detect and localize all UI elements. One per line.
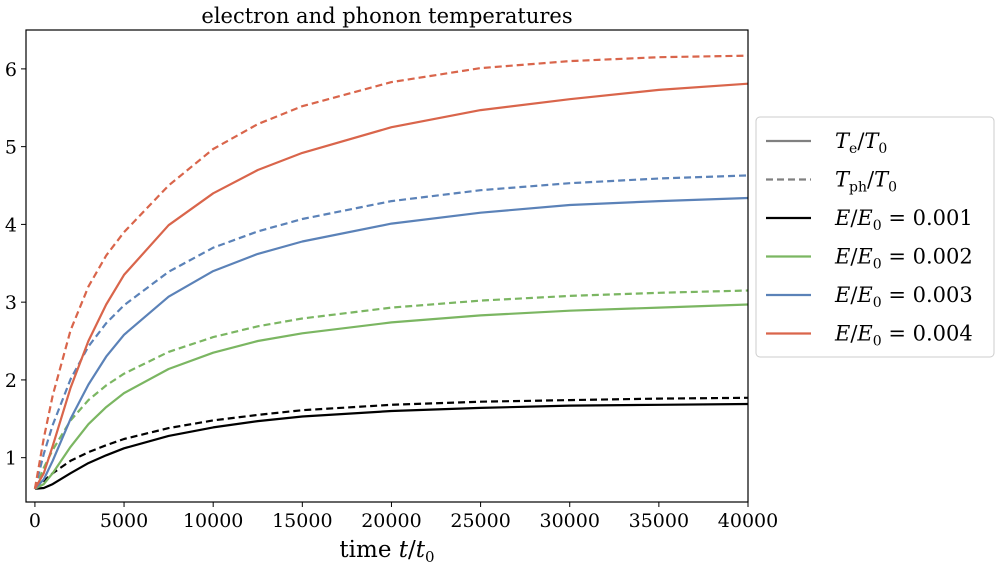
x-tick-label: 0 bbox=[29, 510, 41, 532]
legend: Te/T0 Tph/T0 E/E0 = 0.001 E/E0 = 0.002 E/E0 … bbox=[755, 116, 995, 358]
x-axis-label: time t/t0 bbox=[339, 537, 434, 566]
series-line-00001-te bbox=[34, 402, 749, 490]
y-tick-label: 3 bbox=[5, 292, 17, 314]
legend-box bbox=[755, 116, 995, 358]
series-line-00002-tph bbox=[33, 289, 749, 490]
x-tick-label: 20000 bbox=[361, 510, 421, 532]
y-tick-label: 6 bbox=[5, 59, 17, 81]
series-line-00003-te bbox=[34, 196, 749, 490]
x-tick-label: 15000 bbox=[272, 510, 332, 532]
x-tick-label: 5000 bbox=[100, 510, 148, 532]
x-tick-label: 40000 bbox=[718, 510, 778, 532]
plot-frame bbox=[25, 29, 749, 503]
x-axis-label-group: time t/t0 bbox=[339, 537, 434, 566]
x-tick-label: 25000 bbox=[450, 510, 510, 532]
legend-label: Tph/T0 bbox=[835, 168, 897, 196]
legend-label: E/E0 = 0.002 bbox=[834, 245, 973, 273]
series-line-00004-te bbox=[33, 82, 749, 490]
x-tick-label: 10000 bbox=[183, 510, 243, 532]
series-group bbox=[33, 54, 749, 490]
legend-label: E/E0 = 0.004 bbox=[834, 322, 973, 350]
chart-title: electron and phonon temperatures bbox=[201, 4, 572, 28]
legend-label: E/E0 = 0.001 bbox=[834, 206, 973, 234]
series-line-00002-te bbox=[34, 303, 749, 490]
chart-title-group: electron and phonon temperatures bbox=[201, 4, 572, 28]
y-tick-label: 1 bbox=[5, 448, 17, 470]
x-tick-label: 30000 bbox=[540, 510, 600, 532]
y-tick-label: 4 bbox=[5, 214, 17, 236]
y-tick-label: 2 bbox=[5, 370, 17, 392]
x-tick-label: 35000 bbox=[629, 510, 689, 532]
y-tick-label: 5 bbox=[5, 137, 17, 159]
series-line-00003-tph bbox=[33, 174, 749, 490]
axes-group: 0 5000 10000 15000 20000 25000 30000 35000 40000… bbox=[5, 29, 778, 532]
series-line-00001-tph bbox=[34, 396, 749, 490]
legend-label: Te/T0 bbox=[835, 129, 887, 157]
series-line-00004-tph bbox=[33, 54, 749, 489]
legend-label: E/E0 = 0.003 bbox=[834, 283, 973, 311]
